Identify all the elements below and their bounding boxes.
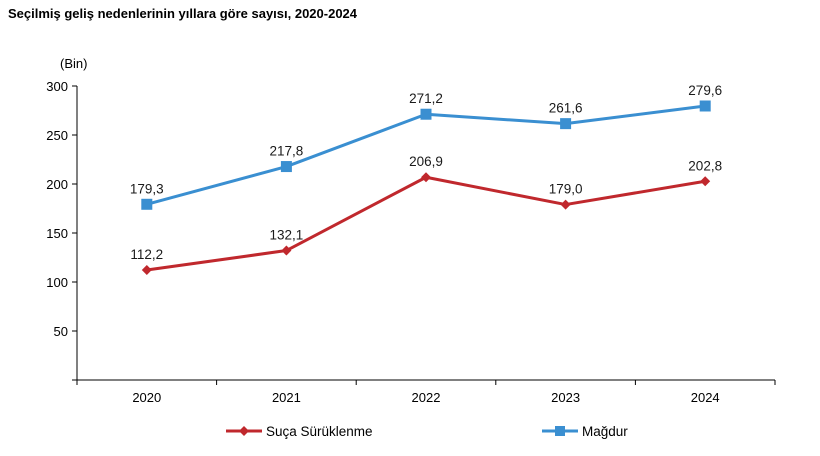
series-lines [141,100,711,276]
legend-label: Mağdur [582,424,628,439]
chart-title: Seçilmiş geliş nedenlerinin yıllara göre… [8,6,358,21]
data-label: 279,6 [688,83,722,98]
series-line [146,175,706,272]
data-label: 132,1 [270,228,304,243]
data-label: 206,9 [409,154,443,169]
axes [76,86,775,381]
y-tick-label: 300 [46,79,68,94]
legend: Suça Sürüklenme Mağdur [226,424,628,439]
data-point-square [699,100,711,112]
data-point-diamond [700,176,711,187]
data-label: 217,8 [270,144,304,159]
x-tick-label: 2024 [691,390,720,405]
data-label: 179,0 [549,182,583,197]
data-point-diamond [421,172,431,183]
y-tick-label: 150 [46,226,68,241]
data-point-square [141,198,153,210]
unit-label: (Bin) [60,56,87,71]
y-tick-label: 250 [46,128,68,143]
legend-label: Suça Sürüklenme [266,424,373,439]
x-tick-label: 2023 [551,390,580,405]
legend-marker-square [555,426,565,436]
x-tick-label: 2020 [132,390,161,405]
x-tick-labels: 2020 2021 2022 2023 2024 [76,380,776,405]
data-point-diamond [281,245,292,256]
legend-marker-diamond [239,426,249,436]
data-point-square [560,118,572,130]
x-tick-label: 2021 [272,390,301,405]
data-point-diamond [141,265,152,276]
data-label: 271,2 [409,91,443,106]
data-label: 261,6 [549,101,583,116]
data-point-square [280,161,292,173]
y-tick-label: 200 [46,177,68,192]
legend-item: Suça Sürüklenme [226,424,373,439]
data-point-diamond [560,199,571,210]
y-tick-label: 100 [46,275,68,290]
data-label: 202,8 [688,158,722,173]
data-labels: 112,2 132,1 206,9 179,0 202,8 179,3 217,8 271,2… [130,83,722,262]
y-tick-labels: 300 250 200 150 100 50 [46,79,77,381]
x-tick-label: 2022 [412,390,441,405]
data-label: 112,2 [130,247,163,262]
data-point-square [420,108,432,120]
legend-item: Mağdur [542,424,628,439]
y-tick-label: 50 [54,324,68,339]
data-label: 179,3 [130,181,164,196]
